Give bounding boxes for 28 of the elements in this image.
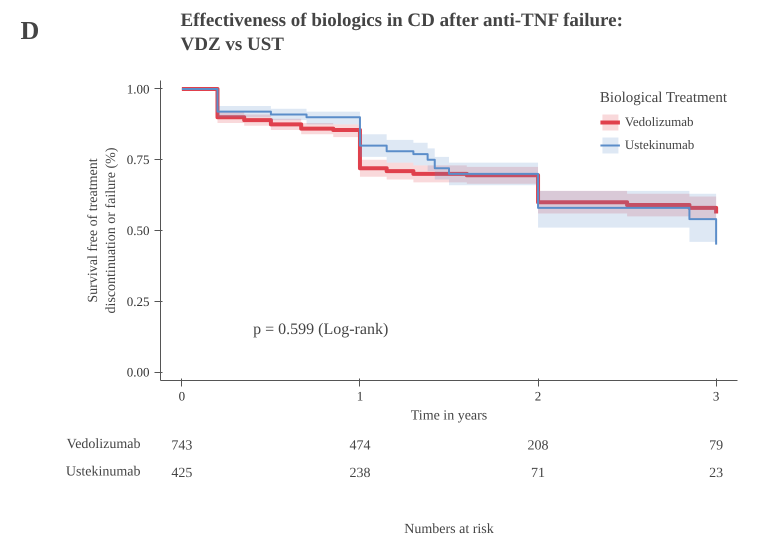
text: 238 xyxy=(349,466,370,481)
y-axis-title: Survival free of treatment discontinuation or failure (%) xyxy=(86,147,119,314)
x-axis-title: Time in years xyxy=(410,408,488,424)
y-tick-label: 0.50 xyxy=(126,223,150,238)
text: 79 xyxy=(709,438,724,454)
legend-label: Vedolizumab xyxy=(624,114,694,130)
text: Ustekinumab xyxy=(66,464,140,480)
text: D xyxy=(20,16,40,45)
y-tick-label: 0.25 xyxy=(126,294,150,309)
text: 425 xyxy=(171,466,192,481)
text: Numbers at risk xyxy=(404,522,494,537)
x-tick-label: 3 xyxy=(712,388,720,404)
y-tick-label: 0.00 xyxy=(126,364,150,380)
text: Vedolizumab xyxy=(66,436,141,452)
text: 208 xyxy=(528,438,549,454)
text: 743 xyxy=(171,438,192,454)
legend-label: Ustekinumab xyxy=(624,137,694,153)
text: 23 xyxy=(709,466,724,481)
x-tick-label: 1 xyxy=(356,388,364,404)
chart-title: Effectiveness of biologics in CD after anti-TNF failure: VDZ vs UST xyxy=(180,10,623,55)
legend-title: Biological Treatment xyxy=(600,90,727,107)
x-tick-label: 0 xyxy=(178,388,186,404)
x-tick-label: 2 xyxy=(534,388,542,404)
y-tick-label: 1.00 xyxy=(126,81,150,96)
text: 474 xyxy=(349,438,370,454)
y-tick-label: 0.75 xyxy=(126,152,150,168)
text: 71 xyxy=(531,466,546,481)
annotation: p = 0.599 (Log-rank) xyxy=(253,321,388,338)
